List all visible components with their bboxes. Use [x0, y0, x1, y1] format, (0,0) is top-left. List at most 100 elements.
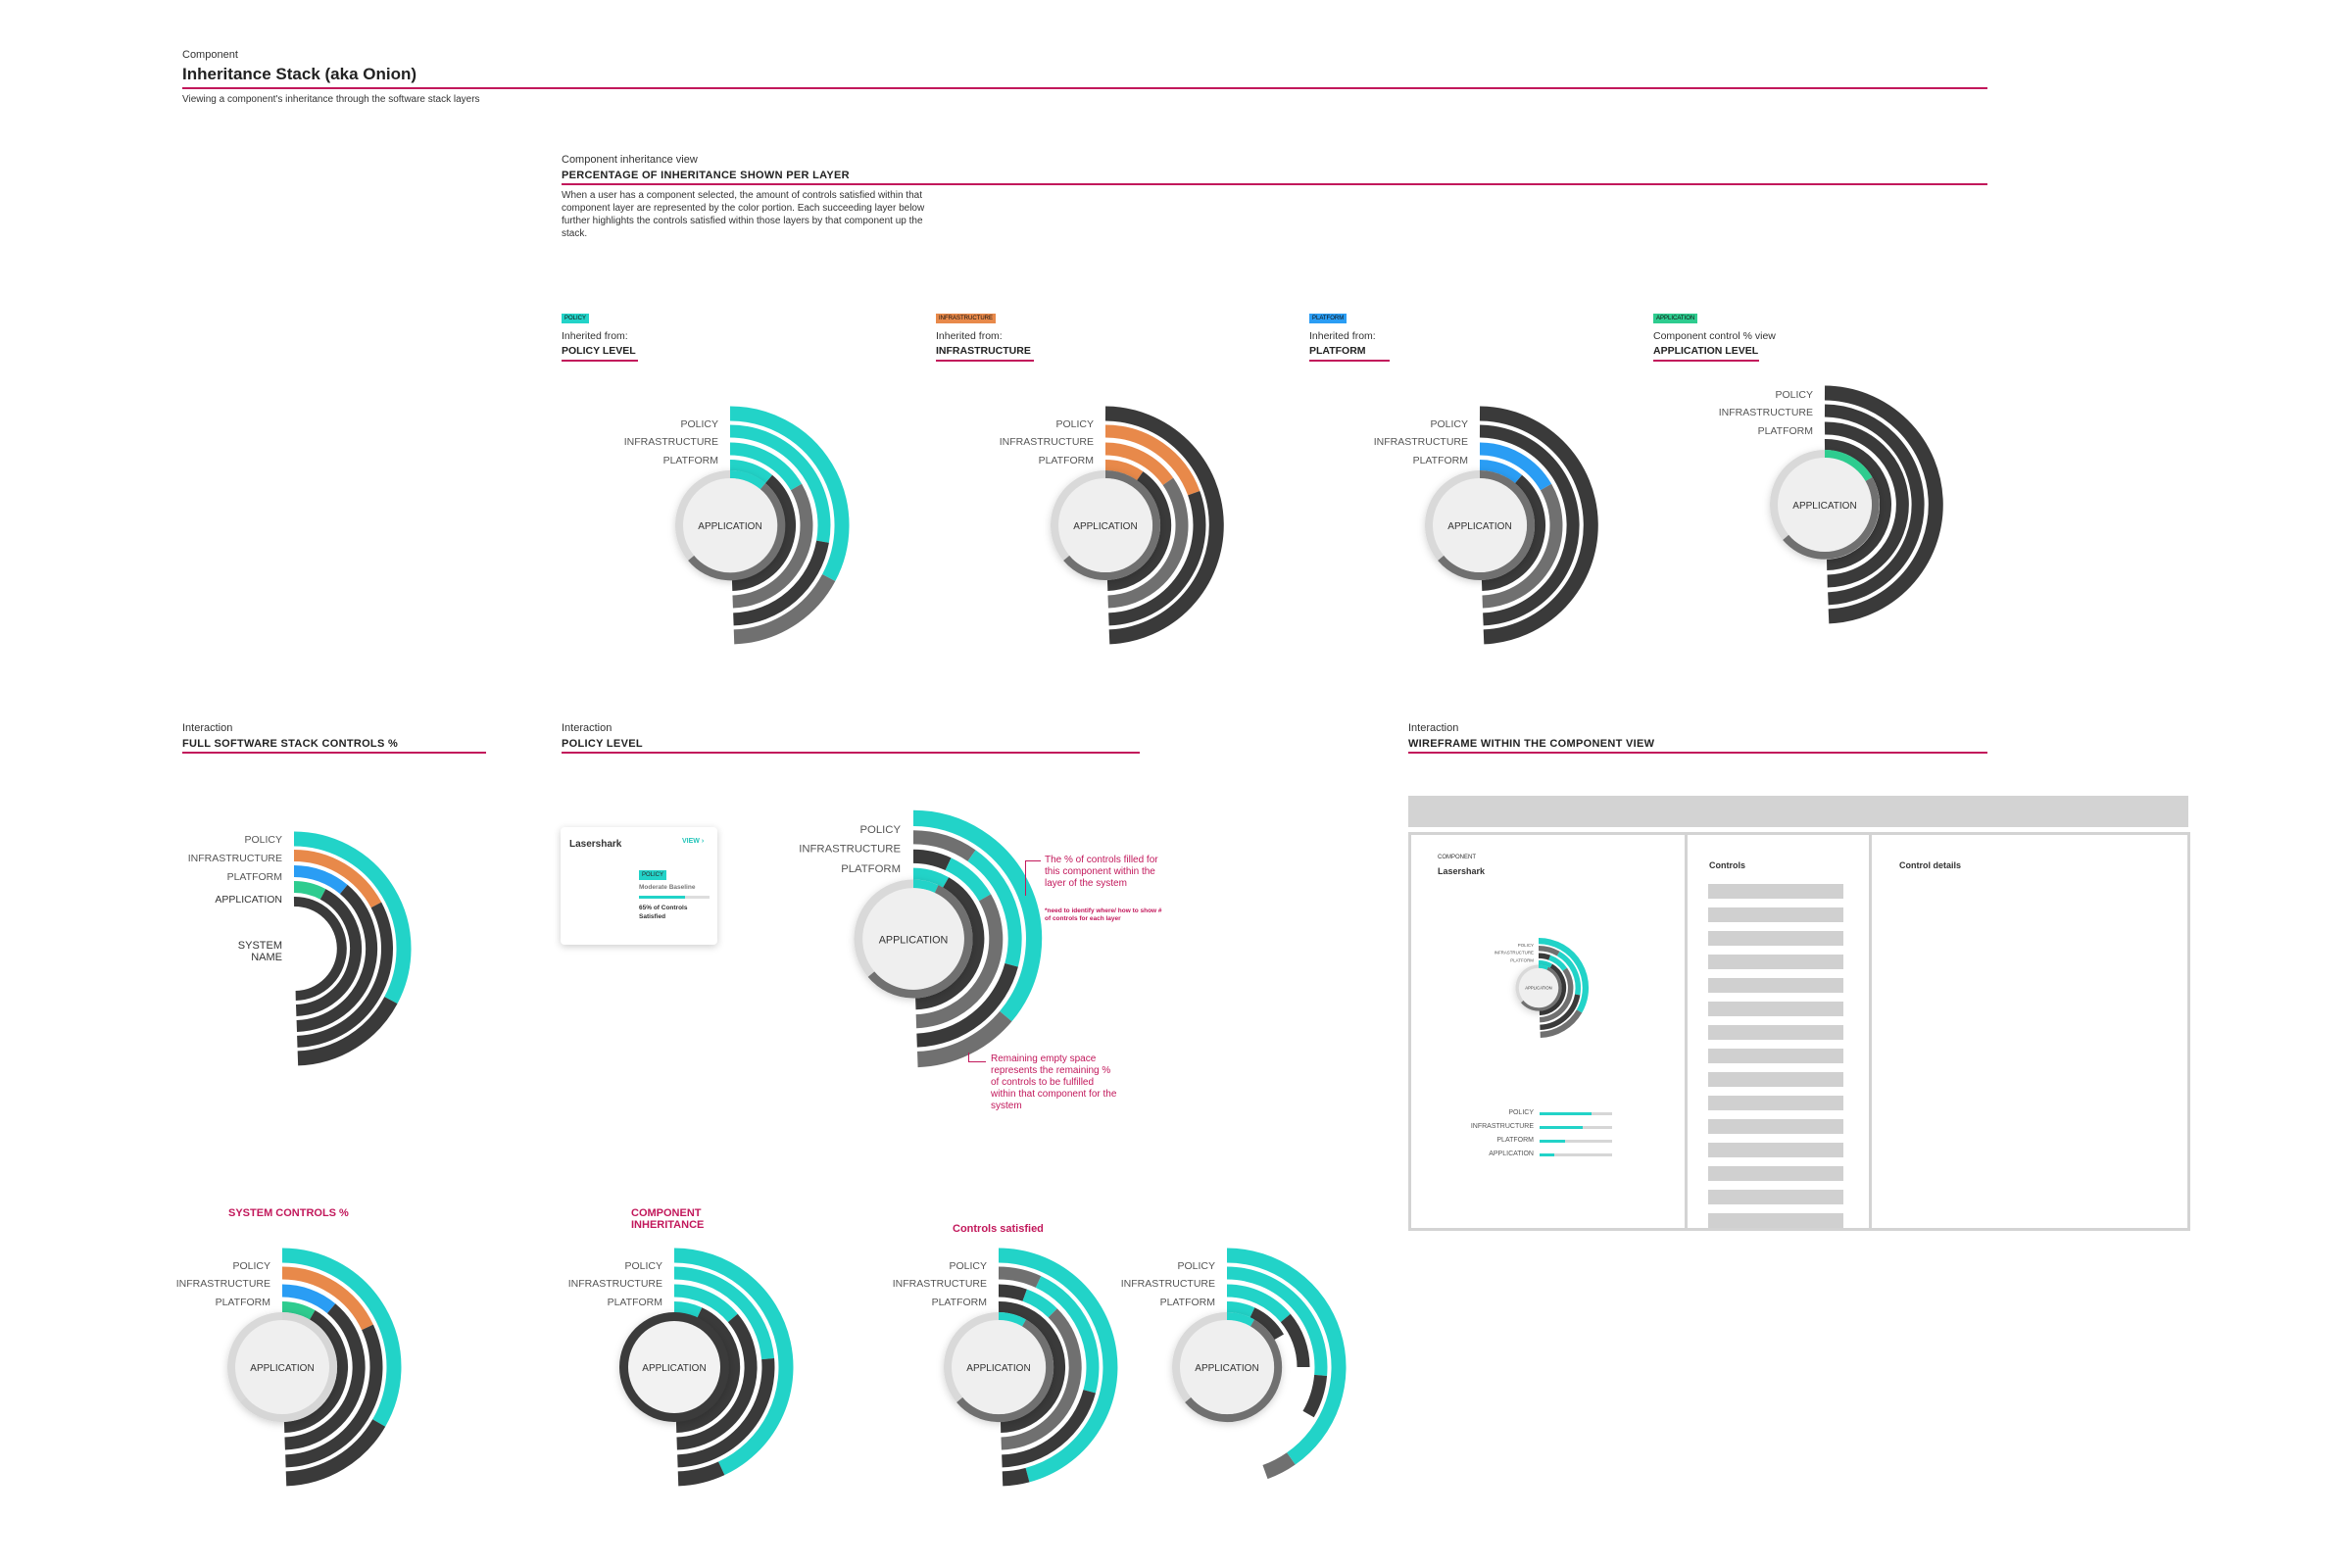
onion-ring-segment — [293, 881, 326, 900]
onion-ring-segment — [1106, 471, 1172, 591]
onion-core — [854, 879, 973, 999]
onion-center-label: APPLICATION — [966, 1363, 1030, 1374]
wf-control-row[interactable] — [1708, 1119, 1843, 1134]
onion-ring-segment — [1538, 937, 1589, 1013]
wf-control-row[interactable] — [1708, 1166, 1843, 1181]
panel-title: POLICY LEVEL — [562, 345, 638, 362]
wf-control-row[interactable] — [1708, 1143, 1843, 1157]
onion-ring-segment — [1540, 1009, 1583, 1039]
onion-core — [1172, 1312, 1283, 1423]
wf-control-row[interactable] — [1708, 1002, 1843, 1016]
onion-ring-segment — [676, 1313, 758, 1450]
wf-bar-track — [1540, 1140, 1612, 1143]
annotation-filled: The % of controls filled for this compon… — [1045, 855, 1158, 889]
onion-ring-segment — [677, 1461, 725, 1487]
card-progress-track — [639, 896, 710, 899]
onion-ring-segment — [1035, 1276, 1100, 1394]
onion-center-label: APPLICATION — [642, 1363, 706, 1374]
onion-core — [619, 1312, 729, 1422]
panel-kicker: Inherited from: — [1309, 330, 1376, 342]
system-name-label: NAME — [251, 952, 282, 963]
onion-ring-segment — [281, 1248, 402, 1427]
onion-ring-segment — [1250, 1307, 1284, 1341]
layer-label-policy: POLICY — [624, 1260, 662, 1272]
onion-ring-segment — [1107, 477, 1189, 609]
onion-core-segment — [1521, 966, 1562, 1011]
onion-ring-segment — [673, 1248, 794, 1476]
onion-ring-segment — [285, 1324, 383, 1468]
wf-control-row[interactable] — [1708, 884, 1843, 899]
wf-control-row[interactable] — [1708, 978, 1843, 993]
interaction-title-wireframe: WIREFRAME WITHIN THE COMPONENT VIEW — [1408, 738, 1655, 750]
wf-control-row[interactable] — [1708, 1049, 1843, 1063]
onion-ring-segment — [1002, 1467, 1030, 1487]
card-view-link[interactable]: VIEW › — [682, 838, 705, 845]
wf-control-row[interactable] — [1708, 1025, 1843, 1040]
onion-ring-segment — [1262, 1452, 1296, 1480]
onion-system-controls: APPLICATION POLICY INFRASTRUCTURE PLATFORM — [176, 1248, 402, 1487]
onion-ring-segment — [1002, 1389, 1096, 1468]
section-title: PERCENTAGE OF INHERITANCE SHOWN PER LAYE… — [562, 170, 850, 181]
layer-label-platform: PLATFORM — [608, 1297, 662, 1308]
component-card[interactable]: Lasershark VIEW › POLICY Moderate Baseli… — [561, 827, 717, 945]
wf-bar-fill — [1540, 1153, 1554, 1156]
system-name-label: SYSTEM — [238, 940, 282, 952]
wf-control-row[interactable] — [1708, 955, 1843, 969]
bottom-title-system-controls: SYSTEM CONTROLS % — [228, 1207, 349, 1219]
onion-ring-segment — [673, 1284, 738, 1323]
layer-label-infrastructure: INFRASTRUCTURE — [568, 1278, 662, 1290]
layer-label-platform: PLATFORM — [1758, 425, 1813, 437]
wf-control-row[interactable] — [1708, 931, 1843, 946]
layer-label-infrastructure: INFRASTRUCTURE — [1719, 407, 1813, 418]
onion-ring-segment — [916, 1010, 1012, 1068]
layer-label-policy: POLICY — [1177, 1260, 1215, 1272]
onion-core-center — [235, 1320, 329, 1414]
section-kicker: Component inheritance view — [562, 154, 698, 166]
onion-ring-segment — [912, 830, 976, 861]
onion-ring-segment — [915, 894, 1004, 1029]
onion-ring-segment — [281, 1301, 316, 1321]
onion-ring-segment — [283, 1310, 349, 1433]
wireframe-divider — [1685, 832, 1688, 1231]
onion-ring-segment — [1479, 442, 1552, 491]
wf-control-row[interactable] — [1708, 1190, 1843, 1204]
wf-control-row[interactable] — [1708, 1213, 1843, 1228]
onion-ring-segment — [998, 1284, 1027, 1301]
wf-component-kicker: COMPONENT — [1438, 855, 1476, 860]
onion-ring-segment — [729, 406, 850, 582]
onion-ring-segment — [1280, 1313, 1310, 1368]
onion-controls-satisfied-b: APPLICATION POLICY INFRASTRUCTURE PLATFORM — [1121, 1248, 1347, 1480]
onion-ring-segment — [1479, 406, 1598, 645]
onion-core — [227, 1312, 338, 1422]
onion-wireframe-mini: APPLICATION POLICY INFRASTRUCTURE PLATFORM — [1494, 937, 1589, 1039]
tag-platform: PLATFORM — [1309, 314, 1348, 323]
layer-label-platform: PLATFORM — [216, 1297, 270, 1308]
wf-control-row[interactable] — [1708, 1096, 1843, 1110]
panel-title: APPLICATION LEVEL — [1653, 345, 1759, 362]
onion-center-label: APPLICATION — [1073, 521, 1137, 532]
onion-ring-segment — [998, 1248, 1118, 1483]
onion-ring-segment — [1540, 994, 1581, 1031]
layer-label-infrastructure: INFRASTRUCTURE — [176, 1278, 270, 1290]
tag-infrastructure: INFRASTRUCTURE — [936, 314, 996, 323]
onion-ring-segment — [1104, 424, 1200, 496]
layer-label-platform: PLATFORM — [1413, 455, 1468, 466]
onion-core — [1425, 470, 1536, 580]
onion-core-segment — [240, 1312, 338, 1422]
panel-platform: PLATFORM Inherited from: PLATFORM — [1309, 307, 1390, 362]
onion-ring-segment — [1539, 963, 1567, 1016]
panel-application: APPLICATION Component control % view APP… — [1653, 307, 1776, 362]
onion-full-stack: POLICY INFRASTRUCTURE PLATFORM APPLICATION — [188, 831, 412, 1066]
wf-control-row[interactable] — [1708, 907, 1843, 922]
wf-control-row[interactable] — [1708, 1072, 1843, 1087]
wf-bar-label: POLICY — [1508, 1109, 1534, 1116]
onion-core-center — [1180, 1320, 1274, 1414]
onion-ring-segment — [297, 902, 393, 1048]
onion-component-inheritance: APPLICATION POLICY INFRASTRUCTURE PLATFORM — [568, 1248, 794, 1487]
interaction-kicker: Interaction — [182, 722, 233, 734]
tag-application: APPLICATION — [1653, 314, 1698, 323]
onion-ring-segment — [1022, 1289, 1057, 1318]
onion-center-label: APPLICATION — [1525, 986, 1551, 991]
onion-ring-segment — [1548, 955, 1568, 971]
